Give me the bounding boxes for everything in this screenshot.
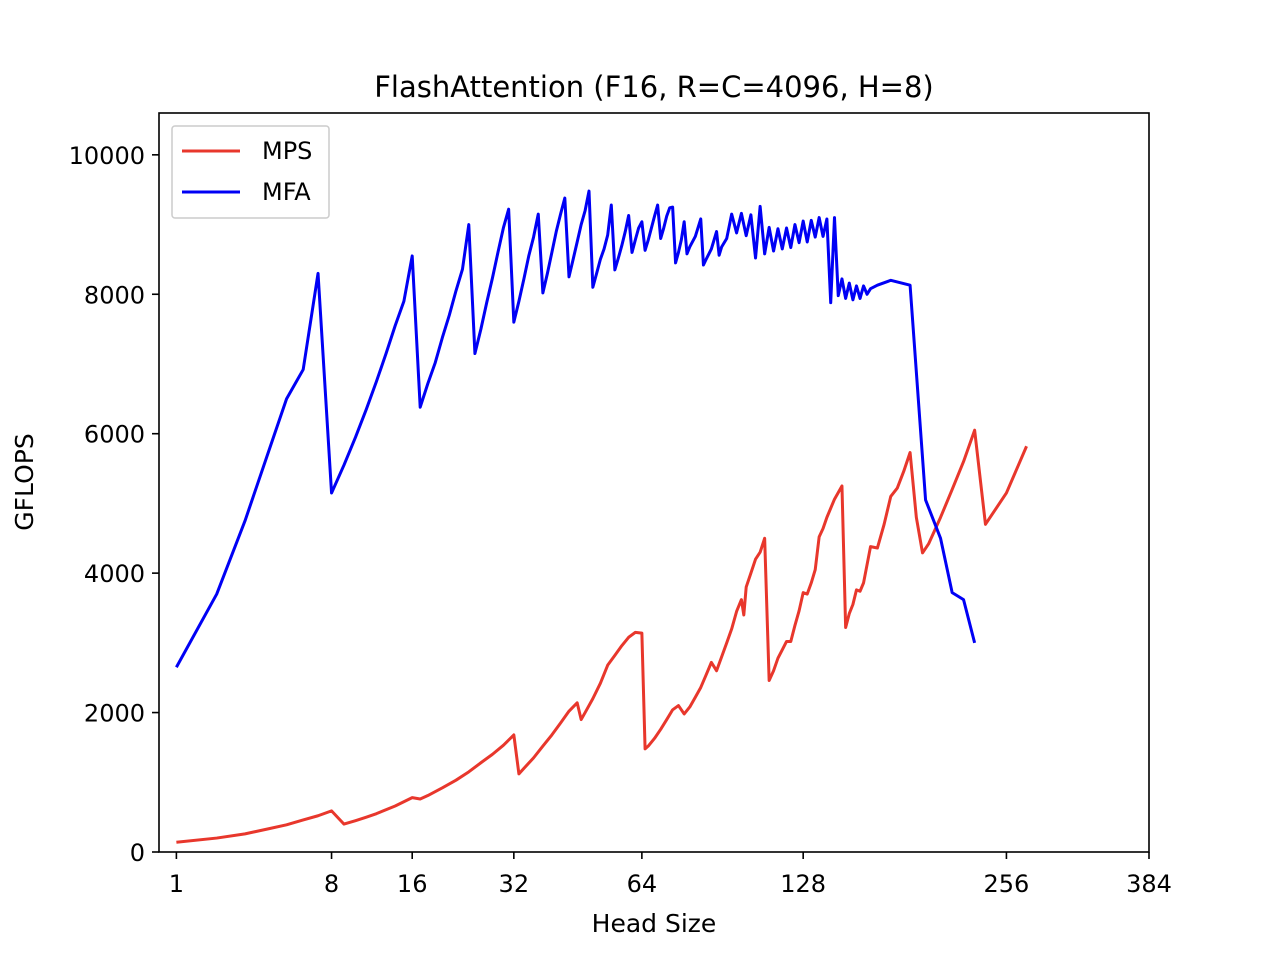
y-axis-label: GFLOPS — [10, 433, 39, 530]
y-axis: 0 2000 4000 6000 8000 10000 — [69, 142, 159, 867]
x-tick-label: 384 — [1126, 870, 1172, 898]
x-tick-label: 256 — [984, 870, 1030, 898]
chart-title: FlashAttention (F16, R=C=4096, H=8) — [374, 70, 934, 104]
x-tick-label: 16 — [397, 870, 428, 898]
y-tick-label: 4000 — [84, 560, 145, 588]
series-line-mfa — [175, 189, 977, 668]
legend: MPS MFA — [171, 125, 330, 219]
legend-label-mps: MPS — [262, 137, 312, 165]
x-tick-label: 64 — [627, 870, 658, 898]
x-tick-label: 32 — [499, 870, 530, 898]
y-tick-label: 0 — [130, 839, 145, 867]
y-tick-label: 10000 — [69, 142, 145, 170]
legend-box — [171, 125, 330, 219]
plot-area — [158, 112, 1150, 853]
x-axis: 1 8 16 32 64 128 256 384 — [169, 852, 1172, 898]
y-tick-label: 8000 — [84, 281, 145, 309]
series-layer — [175, 189, 1028, 844]
x-tick-label: 1 — [169, 870, 184, 898]
y-tick-label: 2000 — [84, 700, 145, 728]
x-tick-label: 128 — [780, 870, 826, 898]
series-line-mps — [176, 428, 1028, 844]
x-tick-label: 8 — [324, 870, 339, 898]
y-tick-label: 6000 — [84, 421, 145, 449]
legend-label-mfa: MFA — [262, 178, 311, 206]
plot-frame — [158, 112, 1150, 853]
x-axis-label: Head Size — [592, 909, 717, 938]
